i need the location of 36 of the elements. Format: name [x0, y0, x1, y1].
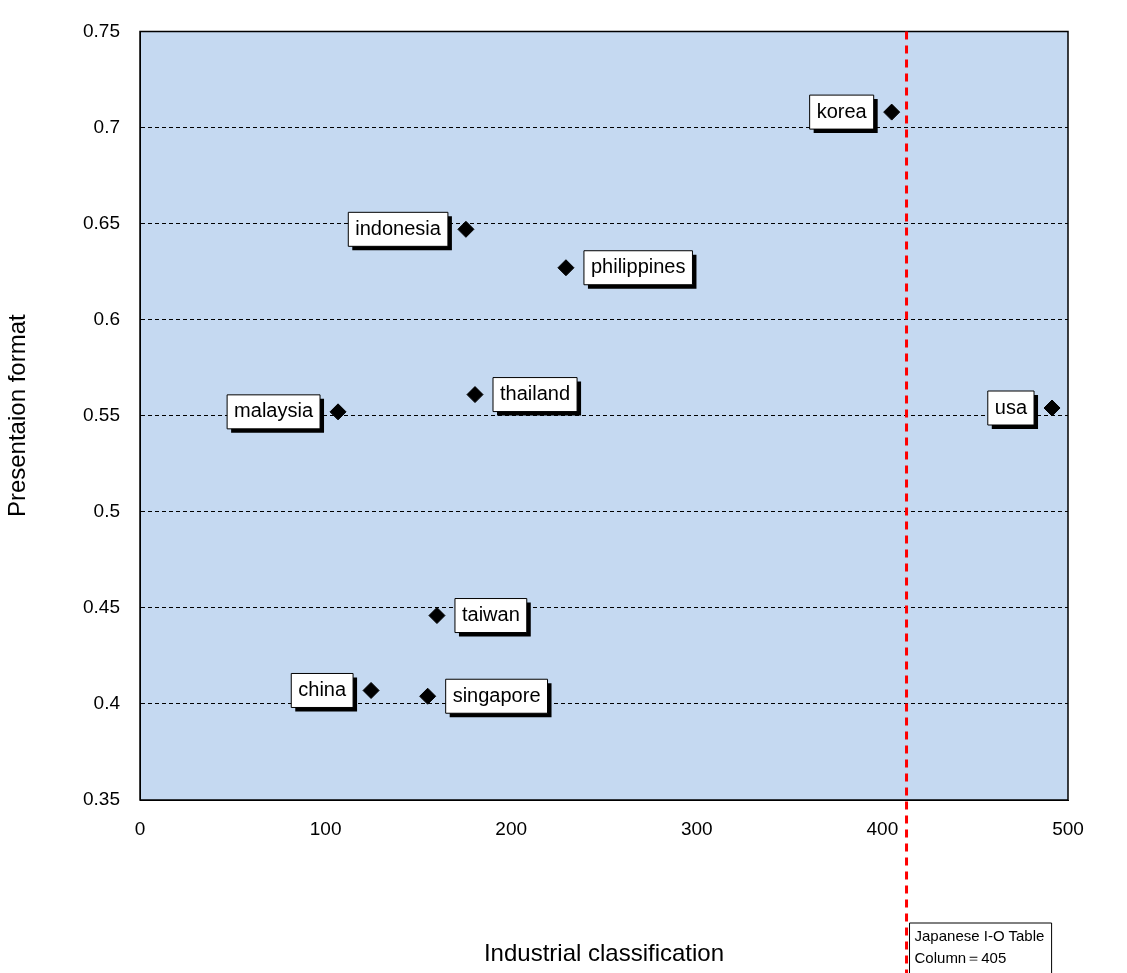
- annotation: korea: [816, 99, 868, 122]
- point: [362, 681, 380, 699]
- annotation: philippines: [590, 255, 686, 278]
- point: [883, 103, 901, 121]
- y-tick-label: 0.65: [83, 211, 120, 233]
- annotation: usa: [994, 395, 1028, 418]
- point: [466, 386, 484, 404]
- point: [557, 259, 575, 277]
- y-tick-label: 0.45: [83, 596, 120, 618]
- point: [419, 687, 437, 705]
- y-tick-label: 0.5: [93, 500, 120, 522]
- x-tick-label: 200: [495, 817, 528, 839]
- annotation: singapore: [452, 683, 541, 706]
- point: [329, 403, 347, 421]
- y-tick-label: 0.75: [83, 19, 120, 41]
- point: [428, 607, 446, 625]
- x-tick-label: 300: [680, 817, 713, 839]
- annotation: taiwan: [461, 603, 520, 626]
- x-tick-label: 0: [134, 817, 146, 839]
- annotation: malaysia: [234, 399, 314, 422]
- y-axis-title: Presentaion format: [3, 313, 31, 518]
- point: [457, 220, 475, 238]
- x-tick-label: 500: [1052, 817, 1084, 839]
- y-tick-label: 0.55: [83, 403, 120, 425]
- x-tick-label: 100: [309, 817, 342, 839]
- annotation: indonesia: [355, 216, 442, 239]
- x-axis-title: Industrial classification: [483, 939, 725, 967]
- annotation: china: [298, 677, 347, 700]
- y-tick-label: 0.6: [93, 307, 120, 329]
- y-tick-label: 0.7: [93, 115, 120, 137]
- y-tick-label: 0.4: [93, 692, 121, 714]
- annotation: thailand: [500, 382, 571, 405]
- x-tick-label: 400: [866, 817, 899, 839]
- y-tick-label: 0.35: [83, 788, 120, 810]
- point: [1043, 399, 1061, 417]
- ref-line-label: Japanese I-O Table Column＝405: [914, 927, 1045, 967]
